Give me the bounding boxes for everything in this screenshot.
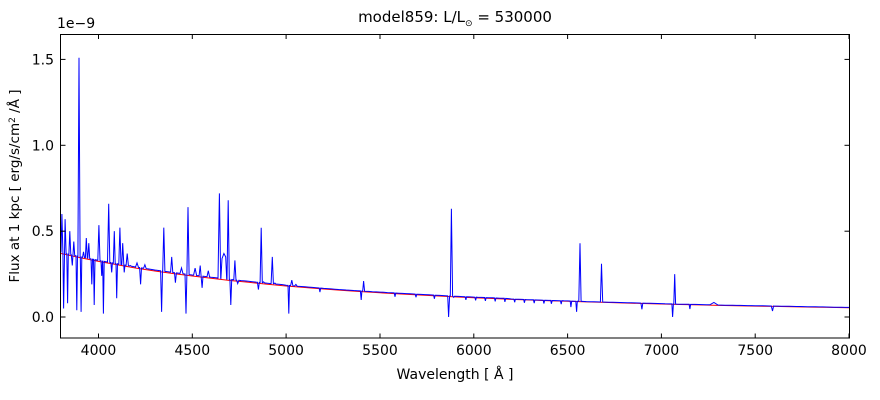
sun-symbol: ⊙: [465, 19, 473, 29]
x-tick-label: 5000: [268, 343, 304, 359]
x-tick-label: 7500: [737, 343, 773, 359]
x-tick-label: 4500: [174, 343, 210, 359]
plot-title-suffix: = 530000: [472, 8, 552, 26]
y-axis-offset-label: 1e−9: [57, 16, 96, 32]
plot-title: model859: L/L⊙ = 530000: [61, 8, 849, 29]
x-tick-label: 5500: [362, 343, 398, 359]
continuum-line: [60, 253, 850, 309]
x-tick-label: 7000: [644, 343, 680, 359]
x-axis-label: Wavelength [ Å ]: [396, 367, 514, 383]
x-tick-label: 6000: [456, 343, 492, 359]
plot-title-prefix: model859: L/L: [358, 8, 465, 26]
y-tick-label: 1.5: [32, 52, 54, 68]
y-tick-label: 0.5: [32, 224, 54, 240]
spectrum-line: [60, 57, 849, 318]
axes-frame: [60, 34, 850, 339]
x-tick-label: 6500: [550, 343, 586, 359]
x-tick-label: 8000: [831, 343, 867, 359]
y-tick-label: 0.0: [32, 310, 54, 326]
x-tick-label: 4000: [81, 343, 117, 359]
y-tick-label: 1.0: [32, 138, 54, 154]
